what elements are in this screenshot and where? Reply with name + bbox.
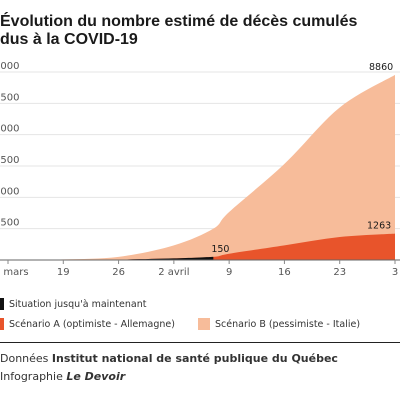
legend-item-situation: Situation jusqu'à maintenant bbox=[0, 298, 146, 310]
source-donnees-label: Données bbox=[0, 352, 49, 365]
source-line-infographie: Infographie Le Devoir bbox=[0, 368, 338, 386]
source-divider bbox=[0, 342, 400, 343]
data-label-8860: 8860 bbox=[369, 62, 393, 73]
legend-label-scenario-b: Scénario B (pessimiste - Italie) bbox=[215, 318, 361, 330]
series-area-scenario-b bbox=[8, 74, 395, 261]
legend-label-scenario-a: Scénario A (optimiste - Allemagne) bbox=[9, 318, 175, 330]
y-tick-label-7500: 7500 bbox=[0, 92, 19, 103]
x-tick-label-3: 2 avril bbox=[158, 267, 189, 278]
chart-title: Évolution du nombre estimé de décès cumu… bbox=[0, 13, 400, 49]
x-tick-label-5: 16 bbox=[278, 267, 291, 278]
y-tick-label-4500: 4500 bbox=[0, 155, 19, 166]
y-tick-label-1500: 1500 bbox=[0, 218, 19, 229]
x-tick-label-4: 9 bbox=[226, 267, 232, 278]
legend-swatch-scenario-a bbox=[0, 318, 4, 330]
legend-swatch-scenario-b bbox=[198, 318, 210, 330]
chart-title-line-2: dus à la COVID-19 bbox=[0, 31, 138, 48]
legend-item-scenario-b: Scénario B (pessimiste - Italie) bbox=[198, 318, 360, 330]
data-label-150: 150 bbox=[211, 244, 229, 255]
chart-title-line-1: Évolution du nombre estimé de décès cumu… bbox=[0, 13, 358, 30]
data-label-1263: 1263 bbox=[367, 221, 391, 232]
source-line-donnees: Données Institut national de santé publi… bbox=[0, 350, 338, 368]
x-tick-label-6: 23 bbox=[333, 267, 346, 278]
chart-grid bbox=[0, 71, 400, 261]
x-tick-label-2: 26 bbox=[112, 267, 125, 278]
x-axis-ticks: 12 mars 19 26 2 avril 9 16 23 3 bbox=[0, 260, 398, 278]
source-infographie-label: Infographie bbox=[0, 370, 63, 383]
source-infographie-value: Le Devoir bbox=[66, 370, 126, 383]
chart-data-labels: 150 1263 8860 bbox=[211, 62, 393, 255]
series-area-scenario-a bbox=[8, 233, 395, 260]
y-axis-ticks: 0150030004500600075009000 bbox=[0, 61, 19, 260]
legend-swatch-situation bbox=[0, 298, 4, 310]
x-tick-label-7: 3 bbox=[392, 267, 398, 278]
x-tick-label-0: 12 mars bbox=[0, 267, 29, 278]
series-area-situation bbox=[8, 256, 214, 260]
legend-item-scenario-a: Scénario A (optimiste - Allemagne) bbox=[0, 318, 175, 330]
y-tick-label-6000: 6000 bbox=[0, 124, 19, 135]
source-credits: Données Institut national de santé publi… bbox=[0, 350, 338, 386]
x-tick-label-1: 19 bbox=[57, 267, 70, 278]
legend-label-situation: Situation jusqu'à maintenant bbox=[9, 298, 147, 310]
y-tick-label-9000: 9000 bbox=[0, 61, 19, 72]
y-tick-label-3000: 3000 bbox=[0, 186, 19, 197]
source-donnees-value: Institut national de santé publique du Q… bbox=[51, 352, 338, 365]
chart-areas bbox=[0, 74, 400, 261]
